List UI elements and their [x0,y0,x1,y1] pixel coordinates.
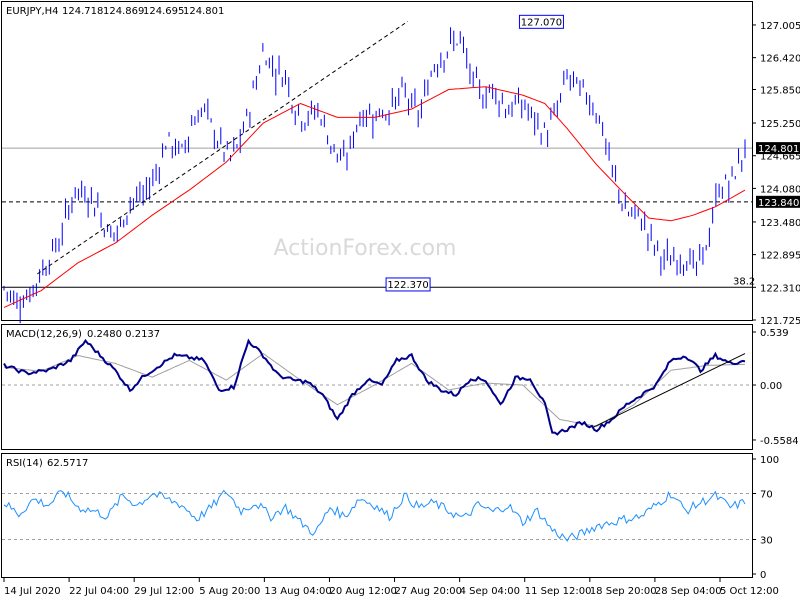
x-tick-label: 22 Jul 04:00 [69,586,129,597]
x-tick-label: 18 Sep 20:00 [590,586,657,597]
rsi-layer [2,489,752,542]
price-trendline [37,20,409,275]
rsi-line [3,489,746,542]
macd-label: MACD(12,26,9) [6,329,82,340]
x-tick-label: 13 Aug 04:00 [264,586,331,597]
x-tick-label: 5 Oct 12:00 [720,586,779,597]
price-tick-label: 127.005 [760,21,800,32]
moving-average-line [3,86,746,308]
x-tick-label: 20 Aug 12:00 [329,586,396,597]
x-tick-label: 14 Jul 2020 [4,586,61,597]
x-tick-label: 29 Jul 12:00 [134,586,194,597]
ohlc-open: 124.718 [62,6,103,17]
price-tick-label: 126.420 [760,54,800,65]
ohlc-close: 124.801 [183,6,224,17]
x-tick-label: 4 Sep 04:00 [460,586,520,597]
rsi-label: RSI(14) [6,458,43,469]
macd-tick-label: 0.00 [760,381,782,392]
symbol-label: EURJPY,H4 [6,6,59,17]
last-price-tag-text: 124.801 [758,144,799,155]
price-tick-label: 124.665 [760,152,800,163]
macd-panel-frame [1,324,753,450]
price-tick-label: 125.250 [760,119,800,130]
axis-layer: 127.005 126.420 125.850 125.250 124.665 124.0… [3,21,800,597]
x-tick-label: 5 Aug 20:00 [199,586,260,597]
high-annotation-box [518,14,564,29]
fib-label: 38.2 [733,276,755,287]
macd-values: 0.2480 0.2137 [87,329,160,340]
support-tag-text: 123.840 [758,198,799,209]
price-tick-label: 125.850 [760,85,800,96]
rsi-panel-frame [1,453,753,578]
macd-signal-line [3,352,745,427]
price-tick-label: 124.080 [760,184,800,195]
x-tick-label: 27 Aug 20:00 [395,586,462,597]
price-layer: 127.070 122.370 38.2 [2,14,755,324]
price-tick-label: 123.480 [760,218,800,229]
ohlc-high: 124.869 [103,6,144,17]
high-annotation-text: 127.070 [521,17,562,28]
rsi-tick-label: 30 [760,536,773,547]
support-tag [756,195,800,208]
rsi-tick-label: 0 [760,570,766,581]
price-tick-label: 121.725 [760,316,800,327]
rsi-value: 62.5717 [47,458,88,469]
macd-tick-label: 0.539 [760,328,789,339]
x-tick-label: 28 Sep 04:00 [655,586,722,597]
low-annotation-text: 122.370 [387,280,428,291]
watermark: ActionForex.com [274,236,457,261]
last-price-tag [756,142,800,155]
x-tick-label: 11 Sep 12:00 [525,586,592,597]
macd-line [3,338,746,436]
ohlc-low: 124.695 [143,6,184,17]
price-tick-label: 122.895 [760,251,800,262]
macd-tick-label: -0.5584 [760,436,799,447]
price-tick-label: 122.310 [760,283,800,294]
rsi-tick-label: 70 [760,490,773,501]
macd-layer [2,338,752,436]
macd-trendline [592,353,746,428]
rsi-tick-label: 100 [760,455,779,466]
price-panel-frame [1,1,753,321]
low-annotation-box [385,277,431,292]
